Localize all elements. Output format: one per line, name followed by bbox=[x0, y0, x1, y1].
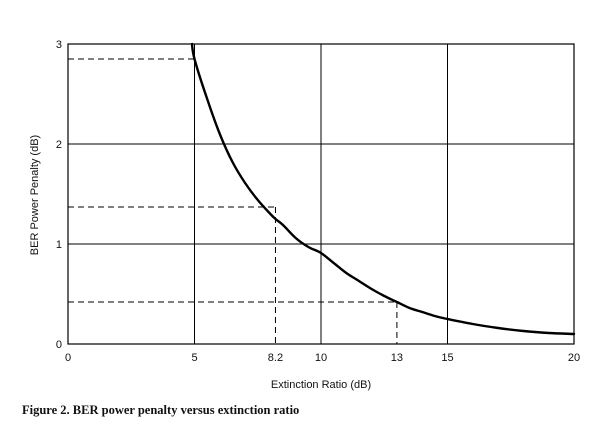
x-tick-label-2: 8.2 bbox=[268, 352, 283, 364]
y-axis-label: BER Power Penalty (dB) bbox=[29, 135, 41, 255]
y-tick-label-0: 0 bbox=[56, 339, 62, 351]
x-tick-label-4: 13 bbox=[391, 352, 403, 364]
y-tick-label-1: 1 bbox=[56, 239, 62, 251]
grid-lines bbox=[68, 44, 574, 344]
plot-frame bbox=[67, 43, 575, 345]
x-tick-label-6: 20 bbox=[568, 352, 580, 364]
series-line-0 bbox=[190, 42, 576, 336]
x-tick-label-0: 0 bbox=[65, 352, 71, 364]
figure-caption: Figure 2. BER power penalty versus extin… bbox=[22, 403, 300, 417]
tick-labels: 0 5 8.2 10 13 15 20 0 1 2 3 bbox=[56, 39, 580, 364]
x-tick-label-3: 10 bbox=[315, 352, 327, 364]
series-layer bbox=[190, 42, 576, 336]
y-tick-label-2: 2 bbox=[56, 139, 62, 151]
x-axis-label: Extinction Ratio (dB) bbox=[271, 379, 371, 391]
x-tick-label-5: 15 bbox=[441, 352, 453, 364]
reference-lines bbox=[68, 58, 398, 344]
y-tick-label-3: 3 bbox=[56, 39, 62, 51]
x-tick-label-1: 5 bbox=[191, 352, 197, 364]
